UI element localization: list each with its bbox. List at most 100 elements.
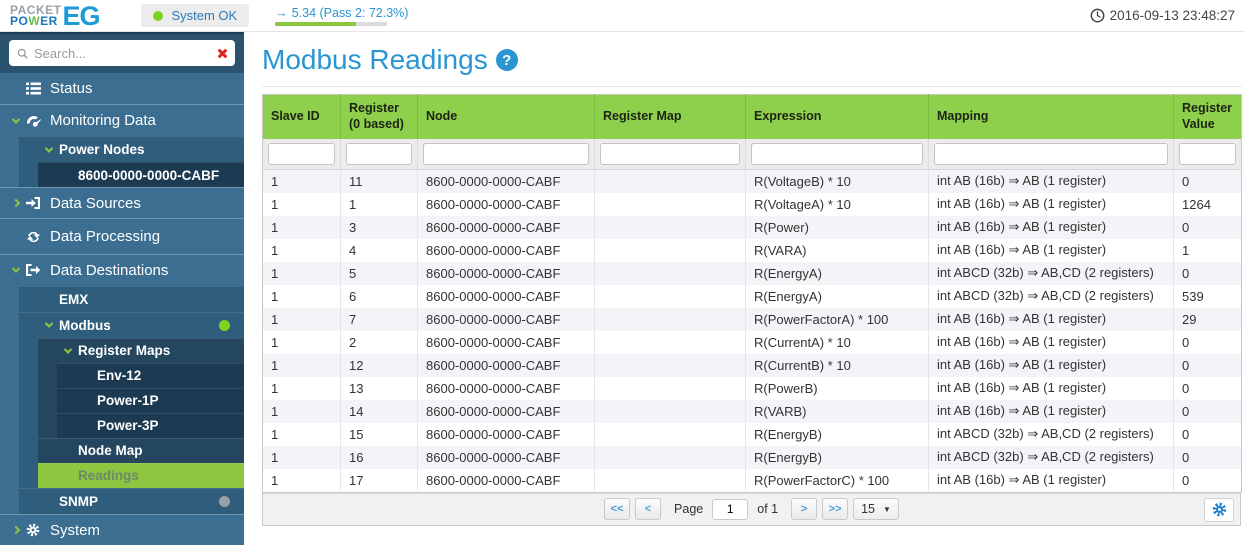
table-cell	[594, 215, 746, 239]
col-header-slave-id[interactable]: Slave ID	[262, 94, 341, 139]
table-cell: 8600-0000-0000-CABF	[417, 307, 595, 331]
col-header-mapping[interactable]: Mapping	[928, 94, 1174, 139]
table-row[interactable]: 1 15 8600-0000-0000-CABF R(EnergyB) int ABCD…	[262, 422, 1242, 446]
sidebar-item-data-processing[interactable]: Data Processing	[0, 219, 244, 254]
filter-input-slave-id[interactable]	[268, 142, 335, 165]
chevron-down-icon	[44, 319, 54, 329]
page-number-input[interactable]	[712, 498, 749, 520]
table-cell: 8600-0000-0000-CABF	[417, 330, 595, 354]
table-row[interactable]: 1 5 8600-0000-0000-CABF R(EnergyA) int ABCD …	[262, 261, 1242, 285]
table-row[interactable]: 1 7 8600-0000-0000-CABF R(PowerFactorA) * 1…	[262, 307, 1242, 331]
timestamp-block: 2016-09-13 23:48:27	[1090, 8, 1235, 23]
sidebar-item-readings[interactable]: Readings	[38, 462, 244, 488]
table-cell: 1	[262, 307, 341, 331]
table-cell: 1	[262, 330, 341, 354]
register-maps-submenu: Env-12 Power-1P Power-3P	[57, 362, 244, 438]
table-row[interactable]: 1 13 8600-0000-0000-CABF R(PowerB) int AB (1…	[262, 376, 1242, 400]
table-cell: 1	[262, 169, 341, 193]
sidebar-item-env-12[interactable]: Env-12	[57, 362, 244, 388]
filter-input-mapping[interactable]	[934, 142, 1168, 165]
filter-input-register-map[interactable]	[600, 142, 740, 165]
table-row[interactable]: 1 1 8600-0000-0000-CABF R(VoltageA) * 10 int…	[262, 192, 1242, 216]
search-input[interactable]	[34, 45, 210, 61]
sidebar-item-monitoring-data[interactable]: Monitoring Data	[0, 105, 244, 136]
sign-in-icon	[26, 197, 50, 210]
table-cell: 0	[1182, 357, 1190, 373]
first-page-button[interactable]: <<	[604, 498, 631, 520]
sidebar-item-node-8600[interactable]: 8600-0000-0000-CABF	[38, 162, 244, 187]
table-row[interactable]: 1 17 8600-0000-0000-CABF R(PowerFactorC) * …	[262, 468, 1242, 492]
table-cell: int AB (16b) ⇒ AB (1 register)	[928, 215, 1174, 239]
system-status-badge[interactable]: System OK	[141, 4, 250, 27]
sidebar-item-label: System	[50, 521, 101, 539]
power-nodes-submenu: 8600-0000-0000-CABF	[38, 162, 244, 188]
table-row[interactable]: 1 6 8600-0000-0000-CABF R(EnergyA) int ABCD …	[262, 284, 1242, 308]
table-cell: R(EnergyA)	[745, 284, 929, 308]
sidebar-item-label: Node Map	[78, 443, 143, 459]
sidebar-divider	[0, 253, 244, 255]
packet-power-logo[interactable]: PACKET POWER EG	[0, 2, 100, 29]
filter-input-node[interactable]	[423, 142, 589, 165]
next-page-button[interactable]: >	[791, 498, 818, 520]
sidebar-item-emx[interactable]: EMX	[19, 285, 244, 312]
version-link[interactable]: → 5.34 (Pass 2: 72.3%)	[275, 6, 408, 20]
table-filter-row	[262, 138, 1242, 170]
clear-search-icon[interactable]	[216, 48, 227, 59]
col-header-register-map[interactable]: Register Map	[594, 94, 746, 139]
filter-input-register-value[interactable]	[1179, 142, 1236, 165]
col-header-register[interactable]: Register (0 based)	[340, 94, 418, 139]
table-cell: 1	[262, 468, 341, 492]
table-cell	[594, 284, 746, 308]
table-settings-button[interactable]	[1204, 497, 1234, 522]
table-row[interactable]: 1 14 8600-0000-0000-CABF R(VARB) int AB (16b…	[262, 399, 1242, 423]
snmp-disabled-dot-icon	[219, 495, 230, 507]
filter-input-register[interactable]	[346, 142, 412, 165]
col-header-node[interactable]: Node	[417, 94, 595, 139]
last-page-button[interactable]: >>	[822, 498, 849, 520]
sidebar-item-register-maps[interactable]: Register Maps	[38, 337, 244, 363]
sidebar-item-label: Power-1P	[97, 393, 159, 409]
sidebar-item-label: SNMP	[59, 493, 99, 509]
chevron-down-icon	[11, 264, 21, 274]
sidebar: Status Monitoring Data Power Nodes 8600-…	[0, 32, 244, 545]
table-cell: 0	[1182, 426, 1190, 442]
sidebar-item-node-map[interactable]: Node Map	[38, 437, 244, 463]
sidebar-item-power-1p[interactable]: Power-1P	[57, 387, 244, 413]
sign-out-icon	[26, 264, 50, 277]
table-row[interactable]: 1 4 8600-0000-0000-CABF R(VARA) int AB (16b)…	[262, 238, 1242, 262]
title-divider	[262, 86, 1242, 87]
sidebar-item-label: EMX	[59, 291, 89, 307]
table-cell	[594, 330, 746, 354]
modbus-submenu: Register Maps Env-12 Power-1P Power-3P	[38, 337, 244, 488]
timestamp: 2016-09-13 23:48:27	[1109, 8, 1235, 23]
sidebar-item-data-destinations[interactable]: Data Destinations	[0, 255, 244, 286]
sidebar-item-data-sources[interactable]: Data Sources	[0, 187, 244, 218]
col-header-register-value[interactable]: Register Value	[1173, 94, 1242, 139]
table-row[interactable]: 1 12 8600-0000-0000-CABF R(CurrentB) * 10 in…	[262, 353, 1242, 377]
table-cell: int AB (16b) ⇒ AB (1 register)	[928, 169, 1174, 193]
sidebar-item-power-3p[interactable]: Power-3P	[57, 412, 244, 438]
table-cell: 1	[262, 376, 341, 400]
sidebar-item-system[interactable]: System	[0, 513, 244, 545]
chevron-right-icon	[11, 525, 21, 535]
table-cell: 13	[340, 376, 418, 400]
table-row[interactable]: 1 16 8600-0000-0000-CABF R(EnergyB) int ABCD…	[262, 445, 1242, 469]
page-size-select[interactable]: 15 ▼	[853, 498, 899, 520]
table-cell: 1	[262, 353, 341, 377]
sidebar-item-power-nodes[interactable]: Power Nodes	[19, 136, 244, 162]
filter-input-expression[interactable]	[751, 142, 923, 165]
table-row[interactable]: 1 11 8600-0000-0000-CABF R(VoltageB) * 10 in…	[262, 169, 1242, 193]
logo-line2: POWER	[10, 13, 58, 28]
sidebar-item-status[interactable]: Status	[0, 73, 244, 104]
col-header-expression[interactable]: Expression	[745, 94, 929, 139]
sidebar-item-modbus[interactable]: Modbus	[19, 311, 244, 338]
help-icon[interactable]: ?	[495, 49, 518, 71]
table-row[interactable]: 1 2 8600-0000-0000-CABF R(CurrentA) * 10 int…	[262, 330, 1242, 354]
table-cell: R(Power)	[745, 215, 929, 239]
sidebar-item-label: Power Nodes	[59, 142, 145, 158]
table-cell: 8600-0000-0000-CABF	[417, 238, 595, 262]
sidebar-item-snmp[interactable]: SNMP	[19, 487, 244, 514]
prev-page-button[interactable]: <	[635, 498, 662, 520]
readings-table: Slave ID Register (0 based) Node Registe…	[262, 94, 1242, 493]
table-row[interactable]: 1 3 8600-0000-0000-CABF R(Power) int AB (16b…	[262, 215, 1242, 239]
